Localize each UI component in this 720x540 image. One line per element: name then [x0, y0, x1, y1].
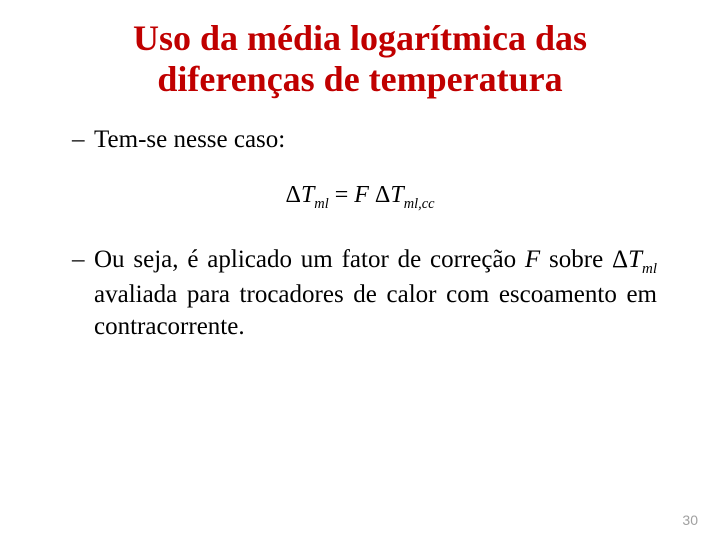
eq-delta2: Δ: [375, 182, 390, 208]
eq-sub-ml: ml: [314, 196, 328, 212]
eq-sub-mlcc: ml,cc: [404, 196, 435, 212]
page-number: 30: [682, 512, 698, 528]
eq-delta1: Δ: [286, 182, 301, 208]
b2-F: F: [525, 246, 540, 273]
title-line2: diferenças de temperatura: [157, 59, 562, 99]
eq-F: F: [354, 182, 369, 208]
title-line1: Uso da média logarítmica das: [133, 18, 587, 58]
b2-postf: sobre: [540, 246, 612, 273]
eq-equals: =: [329, 182, 355, 208]
equation: ΔTml = F ΔTml,cc: [0, 182, 720, 213]
slide: { "title": { "line1": "Uso da média loga…: [0, 0, 720, 540]
eq-T2: T: [390, 182, 403, 208]
bullet-1: – Tem-se nesse caso:: [72, 126, 285, 154]
bullet-2: – Ou seja, é aplicado um fator de correç…: [72, 244, 657, 343]
bullet-2-text: Ou seja, é aplicado um fator de correção…: [94, 244, 657, 343]
bullet-2-dash: –: [72, 244, 94, 343]
b2-post: avaliada para trocadores de calor com es…: [94, 281, 657, 340]
b2-T: T: [628, 246, 642, 273]
b2-sub: ml: [642, 261, 657, 277]
slide-title: Uso da média logarítmica das diferenças …: [80, 18, 640, 101]
bullet-1-dash: –: [72, 126, 94, 154]
bullet-1-text: Tem-se nesse caso:: [94, 126, 285, 154]
b2-pre: Ou seja, é aplicado um fator de correção: [94, 246, 525, 273]
eq-T1: T: [301, 182, 314, 208]
b2-delta: Δ: [612, 246, 628, 273]
